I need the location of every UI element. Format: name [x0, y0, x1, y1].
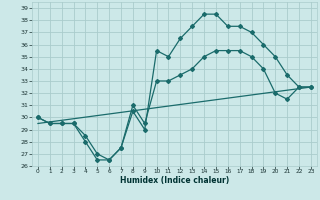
X-axis label: Humidex (Indice chaleur): Humidex (Indice chaleur) — [120, 176, 229, 185]
